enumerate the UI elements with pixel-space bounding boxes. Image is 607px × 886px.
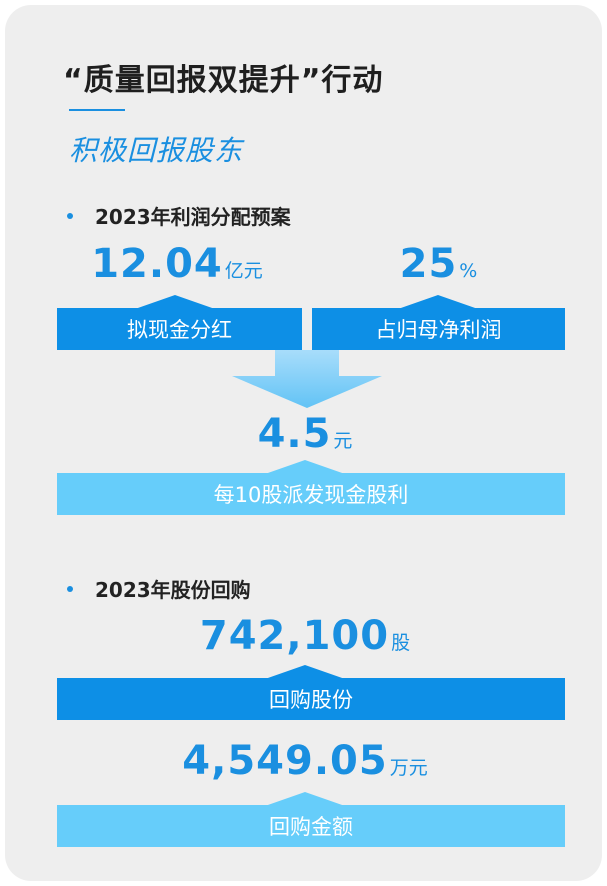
dividend-amount: 12.04 亿元	[57, 241, 297, 287]
buyback-shares-notch	[265, 665, 345, 679]
page-title: “质量回报双提升”行动	[63, 63, 384, 98]
dividend-label: 拟现金分红	[127, 318, 232, 342]
payout-ratio-value: 25	[399, 241, 458, 287]
buyback-heading: 2023年股份回购	[67, 574, 251, 603]
dividend-notch	[135, 295, 215, 309]
buyback-shares: 742,100 股	[135, 613, 475, 659]
page-subtitle: 积极回报股东	[69, 134, 244, 167]
buyback-amount-value: 4,549.05	[182, 738, 388, 784]
buyback-heading-text: 2023年股份回购	[95, 578, 251, 602]
payout-label: 占归母净利润	[375, 318, 502, 342]
per-share-notch	[265, 460, 345, 474]
per-share-label-bar: 每10股派发现金股利	[57, 473, 565, 515]
down-arrow-icon	[232, 350, 382, 408]
payout-ratio: 25 %	[312, 241, 565, 287]
per-share-value: 4.5	[257, 411, 332, 457]
bullet-icon	[67, 585, 73, 592]
buyback-shares-label: 回购股份	[269, 688, 353, 712]
buyback-shares-unit: 股	[391, 632, 411, 654]
buyback-amount-notch	[265, 792, 345, 806]
buyback-amount: 4,549.05 万元	[135, 738, 475, 784]
dividend-amount-value: 12.04	[91, 241, 223, 287]
dividend-label-bar: 拟现金分红	[57, 308, 302, 350]
buyback-amount-label: 回购金额	[269, 815, 353, 839]
buyback-shares-value: 742,100	[199, 613, 390, 659]
payout-ratio-unit: %	[459, 260, 478, 282]
profit-plan-heading: 2023年利润分配预案	[67, 201, 291, 230]
info-card: “质量回报双提升”行动 积极回报股东 2023年利润分配预案 12.04 亿元 …	[5, 5, 602, 881]
buyback-shares-label-bar: 回购股份	[57, 678, 565, 720]
buyback-amount-label-bar: 回购金额	[57, 805, 565, 847]
buyback-amount-unit: 万元	[389, 757, 428, 779]
dividend-amount-unit: 亿元	[224, 260, 263, 282]
title-underline	[69, 109, 125, 111]
per-share-unit: 元	[333, 430, 353, 452]
profit-plan-heading-text: 2023年利润分配预案	[95, 205, 291, 229]
per-share-dividend: 4.5 元	[185, 411, 425, 457]
payout-label-bar: 占归母净利润	[312, 308, 565, 350]
payout-notch	[398, 295, 478, 309]
per-share-label: 每10股派发现金股利	[213, 483, 409, 507]
bullet-icon	[67, 212, 73, 219]
